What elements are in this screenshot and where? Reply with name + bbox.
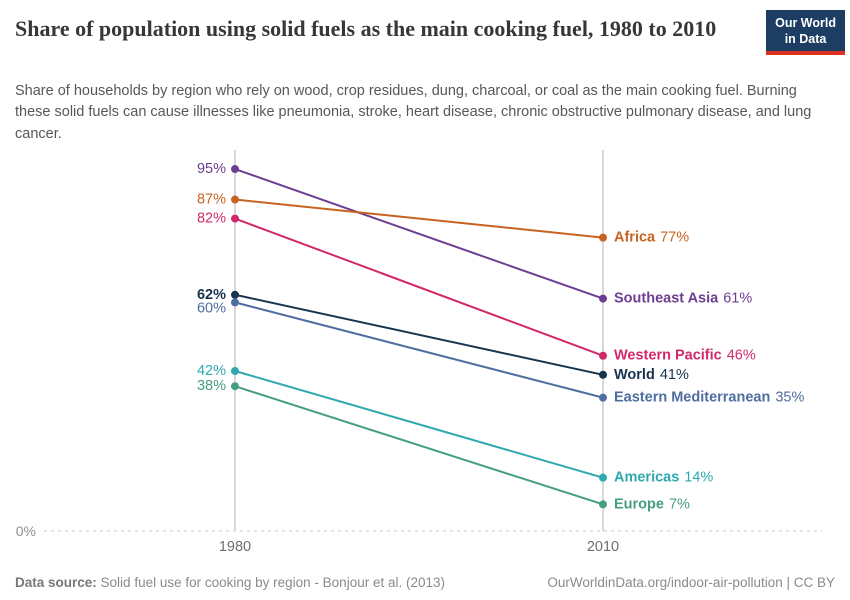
owid-logo-line1: Our World — [775, 16, 836, 30]
series-line-eastern-mediterranean[interactable] — [234, 301, 604, 399]
series-dot-start-europe[interactable] — [231, 382, 239, 391]
series-dot-end-eastern-mediterranean[interactable] — [599, 393, 607, 402]
x-tick-2010: 2010 — [587, 539, 619, 555]
series-label-africa[interactable]: Africa 77% — [614, 230, 689, 246]
series-dot-end-europe[interactable] — [599, 500, 607, 509]
series-start-value-americas[interactable]: 42% — [197, 363, 226, 379]
series-label-southeast-asia[interactable]: Southeast Asia 61% — [614, 291, 752, 307]
series-dot-end-africa[interactable] — [599, 233, 607, 242]
series-label-eastern-mediterranean[interactable]: Eastern Mediterranean 35% — [614, 390, 804, 406]
series-dot-start-americas[interactable] — [231, 366, 239, 375]
series-dot-start-eastern-mediterranean[interactable] — [231, 298, 239, 307]
series-line-southeast-asia[interactable] — [234, 168, 604, 300]
series-line-americas[interactable] — [234, 370, 604, 479]
series-dot-end-americas[interactable] — [599, 473, 607, 482]
series-start-value-world[interactable]: 62% — [197, 287, 226, 303]
chart-footer: Data source: Solid fuel use for cooking … — [15, 575, 835, 590]
x-tick-1980: 1980 — [219, 539, 251, 555]
series-dot-start-western-pacific[interactable] — [231, 214, 239, 223]
series-dot-start-world[interactable] — [231, 290, 239, 299]
owid-logo-line2: in Data — [784, 32, 827, 46]
series-dot-end-western-pacific[interactable] — [599, 351, 607, 360]
owid-url-link[interactable]: OurWorldinData.org/indoor-air-pollution … — [547, 575, 835, 590]
data-source-label: Data source: — [15, 575, 97, 590]
data-source: Data source: Solid fuel use for cooking … — [15, 575, 445, 590]
series-label-europe[interactable]: Europe 7% — [614, 496, 690, 512]
series-start-value-europe[interactable]: 38% — [197, 378, 226, 394]
series-start-value-southeast-asia[interactable]: 95% — [197, 161, 226, 177]
chart-subtitle: Share of households by region who rely o… — [15, 83, 812, 142]
y-axis-zero-label: 0% — [16, 523, 36, 539]
series-dot-end-world[interactable] — [599, 370, 607, 379]
series-dot-start-africa[interactable] — [231, 195, 239, 204]
series-label-world[interactable]: World 41% — [614, 367, 689, 383]
series-line-world[interactable] — [234, 293, 604, 376]
series-start-value-western-pacific[interactable]: 82% — [197, 211, 226, 227]
series-line-western-pacific[interactable] — [234, 217, 604, 357]
owid-logo[interactable]: Our World in Data — [766, 10, 845, 55]
series-label-americas[interactable]: Americas 14% — [614, 470, 713, 486]
series-label-western-pacific[interactable]: Western Pacific 46% — [614, 348, 756, 364]
series-line-europe[interactable] — [234, 385, 604, 506]
data-source-text: Solid fuel use for cooking by region - B… — [100, 575, 445, 590]
series-line-africa[interactable] — [234, 198, 604, 239]
series-dot-end-southeast-asia[interactable] — [599, 294, 607, 303]
series-dot-start-southeast-asia[interactable] — [231, 165, 239, 174]
series-start-value-africa[interactable]: 87% — [197, 192, 226, 208]
series-start-value-eastern-mediterranean[interactable]: 60% — [197, 300, 226, 316]
chart-title: Share of population using solid fuels as… — [15, 16, 717, 41]
